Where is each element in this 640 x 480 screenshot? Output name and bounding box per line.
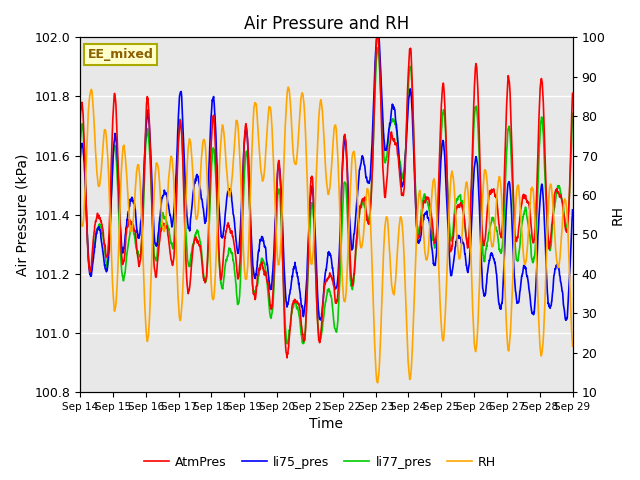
li77_pres	[374, 45, 382, 50]
li77_pres	[351, 264, 359, 269]
li77_pres	[470, 136, 477, 142]
AtmPres	[283, 355, 291, 361]
li77_pres	[525, 231, 533, 237]
Title: Air Pressure and RH: Air Pressure and RH	[244, 15, 409, 33]
RH	[284, 84, 292, 90]
li75_pres	[351, 226, 358, 232]
AtmPres	[374, 31, 381, 36]
Legend: AtmPres, li75_pres, li77_pres, RH: AtmPres, li75_pres, li77_pres, RH	[139, 451, 501, 474]
li77_pres	[214, 215, 221, 221]
li77_pres	[340, 180, 348, 185]
li75_pres	[76, 156, 84, 162]
RH	[214, 220, 221, 226]
RH	[340, 298, 348, 303]
li75_pres	[569, 207, 577, 213]
AtmPres	[214, 208, 221, 214]
li77_pres	[284, 341, 291, 347]
RH	[76, 200, 84, 206]
RH	[525, 212, 533, 217]
Line: AtmPres: AtmPres	[80, 34, 573, 358]
li77_pres	[569, 111, 577, 117]
li77_pres	[540, 127, 547, 133]
AtmPres	[76, 118, 84, 123]
li77_pres	[76, 140, 84, 146]
RH	[374, 380, 381, 386]
RH	[470, 323, 477, 328]
RH	[569, 343, 577, 349]
AtmPres	[351, 258, 359, 264]
li75_pres	[525, 288, 533, 293]
AtmPres	[569, 90, 577, 96]
li75_pres	[539, 190, 547, 196]
Y-axis label: RH: RH	[611, 205, 625, 225]
li75_pres	[563, 317, 570, 323]
AtmPres	[470, 116, 477, 121]
AtmPres	[340, 134, 348, 140]
AtmPres	[525, 205, 533, 211]
Text: EE_mixed: EE_mixed	[88, 48, 154, 61]
Line: li77_pres: li77_pres	[80, 48, 573, 344]
X-axis label: Time: Time	[309, 418, 343, 432]
li75_pres	[374, 27, 381, 33]
Line: li75_pres: li75_pres	[80, 30, 573, 320]
AtmPres	[540, 94, 547, 100]
li75_pres	[469, 185, 477, 191]
RH	[351, 156, 359, 162]
li75_pres	[214, 177, 221, 183]
li75_pres	[340, 141, 348, 147]
Line: RH: RH	[80, 87, 573, 383]
Y-axis label: Air Pressure (kPa): Air Pressure (kPa)	[15, 154, 29, 276]
RH	[540, 338, 547, 344]
